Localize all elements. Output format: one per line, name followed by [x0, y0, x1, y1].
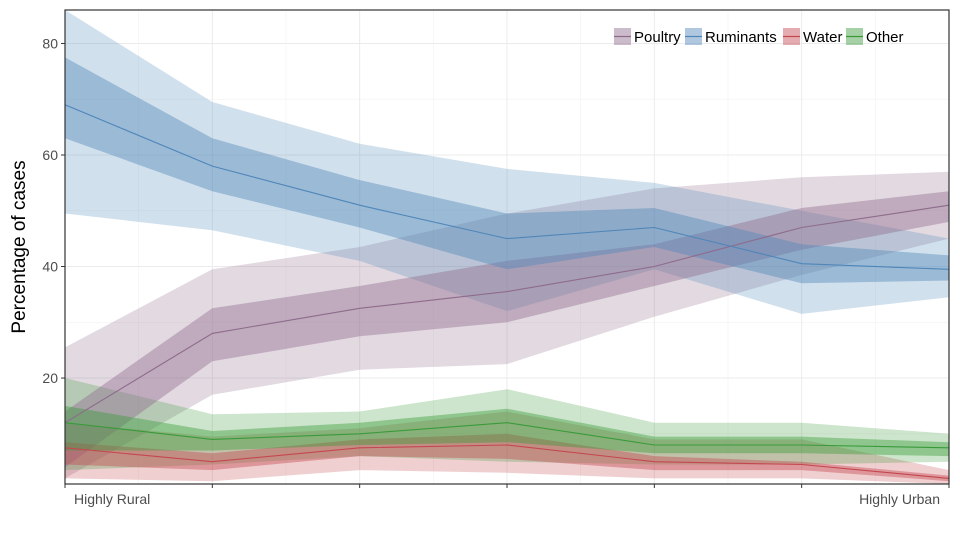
band-inner-ruminants — [65, 57, 949, 284]
line-other — [64, 422, 950, 449]
y-axis: 20 40 60 80 — [42, 35, 65, 386]
y-tick-label: 80 — [42, 35, 58, 51]
confidence-bands — [65, 10, 949, 484]
y-tick-label: 60 — [42, 147, 58, 163]
legend-label-water: Water — [803, 29, 842, 46]
x-axis: Highly Rural Highly Urban — [64, 484, 950, 507]
y-tick-label: 40 — [42, 259, 58, 275]
line-poultry — [64, 204, 950, 424]
line-ruminants — [64, 104, 950, 270]
y-tick-label: 20 — [42, 370, 58, 386]
band-outer-poultry — [65, 171, 949, 479]
x-tick-label: Highly Urban — [859, 491, 940, 507]
band-inner-poultry — [65, 191, 949, 468]
band-outer-ruminants — [65, 10, 949, 314]
legend-label-other: Other — [866, 29, 904, 46]
legend-label-poultry: Poultry — [634, 29, 681, 46]
series-lines — [64, 104, 950, 479]
legend-label-ruminants: Ruminants — [705, 29, 777, 46]
band-inner-other — [65, 405, 949, 457]
line-water — [64, 444, 950, 479]
band-outer-other — [65, 378, 949, 471]
y-axis-title: Percentage of cases — [9, 160, 30, 333]
band-outer-water — [65, 411, 949, 484]
band-inner-water — [65, 433, 949, 482]
legend: Poultry Ruminants Water Other — [614, 28, 904, 46]
x-tick-label: Highly Rural — [74, 491, 150, 507]
